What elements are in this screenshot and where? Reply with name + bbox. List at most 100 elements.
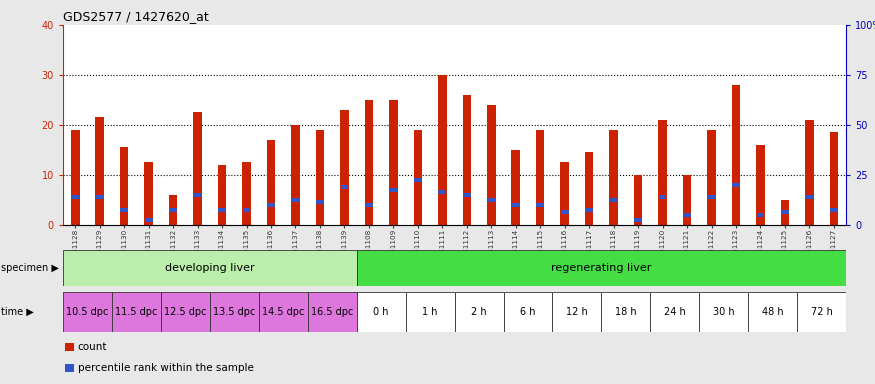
- Bar: [267, 203, 275, 207]
- Bar: [242, 208, 250, 212]
- Bar: [144, 218, 152, 222]
- Bar: [144, 162, 153, 225]
- Text: 10.5 dpc: 10.5 dpc: [66, 307, 108, 317]
- Bar: [267, 140, 276, 225]
- Bar: [609, 130, 618, 225]
- Bar: [699, 292, 748, 332]
- Bar: [659, 195, 667, 199]
- Bar: [259, 292, 308, 332]
- Text: 24 h: 24 h: [664, 307, 686, 317]
- Text: percentile rank within the sample: percentile rank within the sample: [78, 363, 254, 373]
- Bar: [242, 162, 251, 225]
- Bar: [365, 100, 374, 225]
- Text: 2 h: 2 h: [472, 307, 487, 317]
- Text: 16.5 dpc: 16.5 dpc: [311, 307, 354, 317]
- Bar: [161, 292, 210, 332]
- Text: 11.5 dpc: 11.5 dpc: [116, 307, 158, 317]
- Bar: [389, 100, 397, 225]
- Text: 18 h: 18 h: [615, 307, 637, 317]
- Bar: [780, 200, 789, 225]
- Bar: [610, 198, 618, 202]
- Bar: [748, 292, 797, 332]
- Bar: [193, 193, 201, 197]
- Bar: [63, 250, 357, 286]
- Bar: [634, 175, 642, 225]
- Text: time ▶: time ▶: [1, 307, 33, 317]
- Bar: [112, 292, 161, 332]
- Bar: [120, 147, 129, 225]
- Bar: [503, 292, 552, 332]
- Bar: [708, 195, 716, 199]
- Text: developing liver: developing liver: [165, 263, 255, 273]
- Bar: [732, 85, 740, 225]
- Bar: [560, 162, 569, 225]
- Bar: [357, 250, 846, 286]
- Bar: [561, 210, 569, 214]
- Bar: [438, 190, 446, 194]
- Bar: [781, 210, 788, 214]
- Text: regenerating liver: regenerating liver: [551, 263, 652, 273]
- Bar: [757, 213, 765, 217]
- Text: 12 h: 12 h: [566, 307, 588, 317]
- Bar: [797, 292, 846, 332]
- Bar: [463, 95, 471, 225]
- Bar: [291, 198, 299, 202]
- Bar: [218, 208, 226, 212]
- Bar: [487, 105, 495, 225]
- Bar: [316, 130, 325, 225]
- Text: 12.5 dpc: 12.5 dpc: [164, 307, 206, 317]
- Bar: [210, 292, 259, 332]
- Bar: [414, 130, 422, 225]
- Bar: [732, 183, 740, 187]
- Bar: [291, 125, 300, 225]
- Bar: [308, 292, 357, 332]
- Text: 13.5 dpc: 13.5 dpc: [214, 307, 256, 317]
- Bar: [682, 175, 691, 225]
- Bar: [455, 292, 503, 332]
- Bar: [584, 152, 593, 225]
- Bar: [806, 195, 813, 199]
- Bar: [96, 195, 103, 199]
- Bar: [95, 118, 104, 225]
- Text: 14.5 dpc: 14.5 dpc: [262, 307, 304, 317]
- Bar: [805, 120, 814, 225]
- Bar: [487, 198, 495, 202]
- Bar: [389, 188, 397, 192]
- Bar: [193, 113, 202, 225]
- Bar: [169, 208, 177, 212]
- Text: 0 h: 0 h: [374, 307, 388, 317]
- Bar: [707, 130, 716, 225]
- Text: specimen ▶: specimen ▶: [1, 263, 59, 273]
- Bar: [536, 130, 544, 225]
- Bar: [365, 203, 373, 207]
- Bar: [552, 292, 601, 332]
- Bar: [683, 213, 691, 217]
- Bar: [830, 132, 838, 225]
- Bar: [121, 208, 128, 212]
- Bar: [658, 120, 667, 225]
- Bar: [340, 185, 348, 189]
- Bar: [536, 203, 544, 207]
- Bar: [169, 195, 178, 225]
- Bar: [601, 292, 650, 332]
- Text: 48 h: 48 h: [762, 307, 783, 317]
- Text: 72 h: 72 h: [811, 307, 833, 317]
- Bar: [585, 208, 593, 212]
- Bar: [357, 292, 406, 332]
- Bar: [830, 208, 837, 212]
- Bar: [414, 178, 422, 182]
- Bar: [438, 75, 446, 225]
- Text: 6 h: 6 h: [521, 307, 536, 317]
- Text: GDS2577 / 1427620_at: GDS2577 / 1427620_at: [63, 10, 209, 23]
- Bar: [634, 218, 642, 222]
- Bar: [71, 130, 80, 225]
- Text: count: count: [78, 342, 108, 352]
- Bar: [512, 150, 520, 225]
- Bar: [218, 165, 227, 225]
- Bar: [463, 193, 471, 197]
- Text: 1 h: 1 h: [423, 307, 438, 317]
- Bar: [63, 292, 112, 332]
- Bar: [72, 195, 79, 199]
- Bar: [406, 292, 455, 332]
- Bar: [756, 145, 765, 225]
